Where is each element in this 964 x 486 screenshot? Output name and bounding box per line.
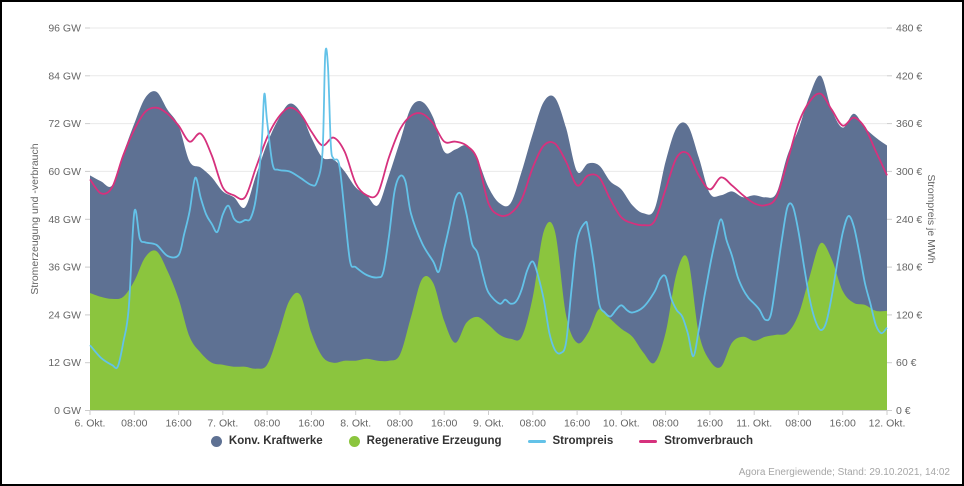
right-axis-tick-label: 480 € bbox=[896, 23, 922, 35]
x-axis-tick-label: 12. Okt. bbox=[869, 418, 906, 430]
left-axis-tick-label: 24 GW bbox=[48, 309, 81, 321]
right-axis-tick-label: 0 € bbox=[896, 405, 911, 417]
left-axis-tick-label: 60 GW bbox=[48, 166, 81, 178]
chart-legend: Konv. Kraftwerke Regenerative Erzeugung St… bbox=[2, 435, 962, 447]
line-stromverbrauch bbox=[89, 92, 888, 227]
x-axis-tick-label: 08:00 bbox=[387, 418, 413, 430]
right-axis-tick-label: 300 € bbox=[896, 166, 922, 178]
x-axis-tick-label: 16:00 bbox=[697, 418, 723, 430]
x-axis-tick-label: 16:00 bbox=[830, 418, 856, 430]
legend-item-strompreis[interactable]: Strompreis bbox=[527, 435, 614, 447]
left-axis-tick-label: 48 GW bbox=[48, 214, 81, 226]
x-axis-tick-label: 6. Okt. bbox=[75, 418, 106, 430]
x-axis-tick-label: 08:00 bbox=[254, 418, 280, 430]
x-axis-tick-label: 16:00 bbox=[165, 418, 191, 430]
legend-item-label: Stromverbrauch bbox=[664, 435, 754, 447]
x-axis-tick-label: 08:00 bbox=[785, 418, 811, 430]
x-axis-tick-label: 08:00 bbox=[652, 418, 678, 430]
x-axis-tick-label: 10. Okt. bbox=[603, 418, 640, 430]
chart-canvas: 0 GW 12 GW 24 GW 36 GW 48 GW 60 GW 72 GW 84 GW 9… bbox=[48, 23, 922, 430]
area-regenerative-erzeugung bbox=[90, 221, 887, 411]
x-axis-tick-label: 16:00 bbox=[298, 418, 324, 430]
x-axis-tick-label: 16:00 bbox=[564, 418, 590, 430]
left-axis-tick-label: 36 GW bbox=[48, 262, 81, 274]
legend-item-label: Konv. Kraftwerke bbox=[228, 435, 323, 447]
legend-item-label: Regenerative Erzeugung bbox=[366, 435, 502, 447]
left-axis-tick-label: 72 GW bbox=[48, 118, 81, 130]
right-axis-tick-label: 420 € bbox=[896, 70, 922, 82]
left-axis-tick-label: 12 GW bbox=[48, 357, 81, 369]
left-axis-tick-label: 0 GW bbox=[54, 405, 81, 417]
legend-item-konv-kraftwerke[interactable]: Konv. Kraftwerke bbox=[210, 435, 323, 447]
left-axis-title: Stromerzeugung und -verbrauch bbox=[29, 143, 41, 295]
left-axis-tick-label: 84 GW bbox=[48, 70, 81, 82]
legend-dot-swatch bbox=[348, 435, 360, 447]
legend-item-stromverbrauch[interactable]: Stromverbrauch bbox=[639, 435, 753, 447]
legend-item-label: Strompreis bbox=[552, 435, 614, 447]
right-axis-tick-label: 360 € bbox=[896, 118, 922, 130]
x-axis-tick-label: 8. Okt. bbox=[340, 418, 371, 430]
x-axis-tick-label: 9. Okt. bbox=[473, 418, 504, 430]
right-axis-title: Strompreis je MWh bbox=[925, 174, 937, 264]
legend-dot-swatch bbox=[210, 435, 222, 447]
left-axis-tick-label: 96 GW bbox=[48, 23, 81, 35]
x-axis-tick-label: 08:00 bbox=[520, 418, 546, 430]
right-axis-tick-label: 60 € bbox=[896, 357, 917, 369]
x-axis-tick-label: 7. Okt. bbox=[207, 418, 238, 430]
line-strompreis bbox=[89, 47, 888, 370]
right-axis-tick-label: 240 € bbox=[896, 214, 922, 226]
right-axis-tick-label: 180 € bbox=[896, 262, 922, 274]
legend-line-swatch bbox=[639, 439, 658, 443]
x-axis-tick-label: 11. Okt. bbox=[736, 418, 772, 430]
x-axis-tick-label: 16:00 bbox=[431, 418, 457, 430]
x-axis-tick-label: 08:00 bbox=[121, 418, 147, 430]
legend-item-regenerative-erzeugung[interactable]: Regenerative Erzeugung bbox=[348, 435, 502, 447]
source-note: Agora Energiewende; Stand: 29.10.2021, 1… bbox=[738, 467, 950, 478]
legend-line-swatch bbox=[527, 439, 546, 443]
right-axis-tick-label: 120 € bbox=[896, 309, 922, 321]
